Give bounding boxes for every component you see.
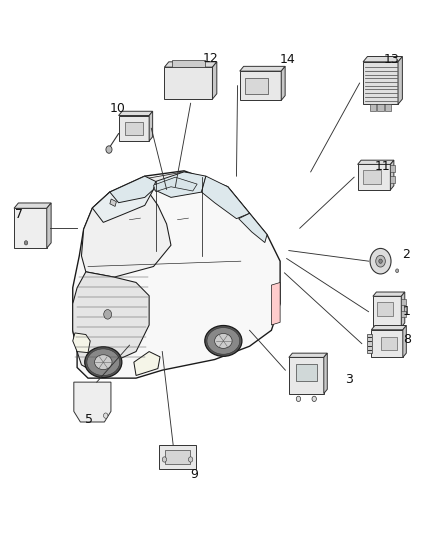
Polygon shape: [110, 176, 155, 203]
Ellipse shape: [24, 241, 28, 245]
Polygon shape: [240, 66, 285, 71]
Polygon shape: [212, 62, 217, 99]
Polygon shape: [73, 272, 149, 368]
FancyBboxPatch shape: [373, 296, 401, 327]
Polygon shape: [201, 176, 250, 219]
Bar: [370, 104, 376, 111]
Text: 7: 7: [15, 208, 24, 221]
FancyBboxPatch shape: [245, 78, 268, 94]
Ellipse shape: [95, 355, 112, 369]
Polygon shape: [164, 62, 217, 67]
Polygon shape: [239, 213, 267, 243]
Polygon shape: [398, 56, 403, 104]
Ellipse shape: [296, 396, 300, 401]
Polygon shape: [403, 326, 406, 358]
Ellipse shape: [215, 334, 232, 349]
Ellipse shape: [104, 310, 112, 319]
FancyBboxPatch shape: [296, 364, 317, 382]
Bar: [401, 299, 406, 305]
Polygon shape: [81, 187, 171, 277]
Polygon shape: [390, 160, 394, 190]
Polygon shape: [145, 172, 250, 219]
Polygon shape: [149, 111, 152, 141]
Polygon shape: [134, 352, 160, 375]
Bar: [378, 104, 384, 111]
Ellipse shape: [205, 326, 242, 357]
Polygon shape: [110, 199, 117, 206]
FancyBboxPatch shape: [357, 165, 390, 190]
Text: 8: 8: [403, 333, 411, 346]
FancyBboxPatch shape: [166, 450, 190, 464]
Polygon shape: [47, 203, 51, 248]
Polygon shape: [357, 160, 394, 165]
FancyBboxPatch shape: [159, 445, 196, 469]
Bar: [172, 60, 205, 67]
Ellipse shape: [162, 457, 166, 462]
Ellipse shape: [379, 259, 382, 263]
Ellipse shape: [106, 146, 112, 154]
Bar: [390, 165, 395, 172]
Polygon shape: [272, 282, 280, 325]
Bar: [367, 334, 372, 353]
Polygon shape: [92, 179, 153, 222]
Polygon shape: [119, 111, 152, 116]
Text: 5: 5: [85, 413, 93, 426]
Polygon shape: [289, 353, 327, 358]
FancyBboxPatch shape: [119, 116, 149, 141]
Bar: [385, 104, 392, 111]
Text: 9: 9: [190, 469, 198, 481]
Polygon shape: [74, 382, 111, 422]
Polygon shape: [373, 292, 405, 296]
Text: 12: 12: [202, 52, 218, 64]
Ellipse shape: [376, 255, 385, 267]
FancyBboxPatch shape: [363, 62, 398, 104]
Polygon shape: [363, 56, 403, 62]
Ellipse shape: [87, 349, 120, 375]
Text: 11: 11: [375, 160, 391, 173]
Polygon shape: [73, 333, 90, 353]
Polygon shape: [324, 353, 327, 393]
FancyBboxPatch shape: [371, 330, 403, 358]
FancyBboxPatch shape: [363, 170, 381, 184]
Ellipse shape: [207, 328, 240, 354]
Bar: [401, 311, 406, 317]
Text: 14: 14: [280, 53, 296, 66]
FancyBboxPatch shape: [14, 208, 47, 248]
Ellipse shape: [188, 457, 193, 462]
Text: 1: 1: [403, 305, 411, 318]
Bar: [390, 176, 395, 182]
Text: 2: 2: [402, 248, 410, 261]
FancyBboxPatch shape: [240, 71, 281, 100]
FancyBboxPatch shape: [377, 302, 393, 316]
Ellipse shape: [85, 347, 122, 377]
Ellipse shape: [396, 269, 399, 272]
Polygon shape: [153, 172, 206, 197]
Polygon shape: [401, 292, 405, 327]
Polygon shape: [14, 203, 51, 208]
Polygon shape: [73, 171, 280, 378]
Ellipse shape: [312, 396, 316, 401]
FancyBboxPatch shape: [125, 122, 143, 135]
Polygon shape: [371, 326, 406, 330]
Text: 13: 13: [384, 53, 399, 66]
FancyBboxPatch shape: [164, 67, 212, 99]
Text: 3: 3: [345, 373, 353, 386]
Text: 10: 10: [110, 102, 126, 115]
FancyBboxPatch shape: [381, 337, 397, 351]
Ellipse shape: [370, 248, 391, 274]
Polygon shape: [153, 177, 197, 191]
Ellipse shape: [103, 413, 108, 418]
FancyBboxPatch shape: [289, 358, 324, 393]
Polygon shape: [281, 66, 285, 100]
